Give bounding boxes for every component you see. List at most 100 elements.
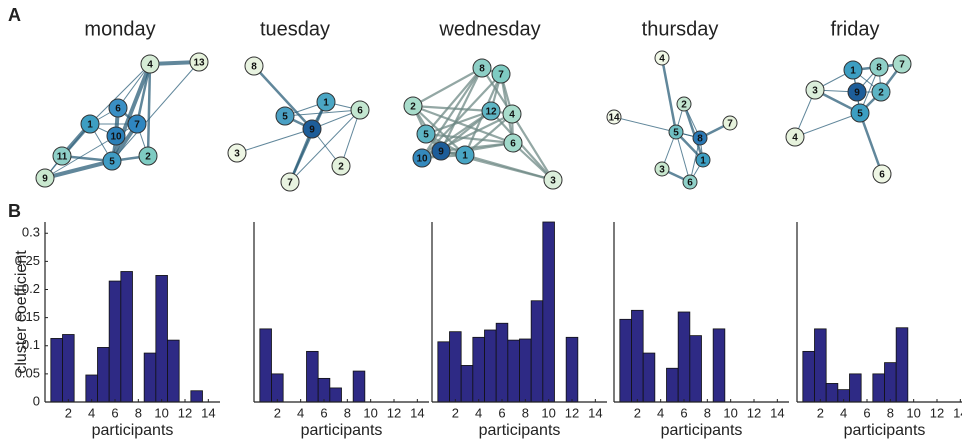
bar <box>631 309 644 403</box>
x-axis-label: participants <box>479 422 561 439</box>
node <box>692 130 708 146</box>
y-tick-label: 0.05 <box>15 365 40 380</box>
node-label: 5 <box>109 157 115 168</box>
bar <box>802 350 815 403</box>
bar <box>50 338 63 403</box>
bar <box>317 377 331 403</box>
node-label: 11 <box>57 152 68 163</box>
node <box>302 119 322 139</box>
node <box>108 98 128 118</box>
edge <box>146 63 152 157</box>
bar <box>507 339 520 403</box>
node-label: 6 <box>510 139 516 150</box>
node <box>668 124 684 140</box>
edge <box>425 109 492 136</box>
x-tick-label: 8 <box>135 405 142 420</box>
node-label: 8 <box>479 64 485 75</box>
x-axis-label: participants <box>844 422 926 439</box>
node-label: 3 <box>234 149 240 160</box>
y-tick-label: 0 <box>33 393 40 408</box>
edge <box>284 109 361 117</box>
bar <box>271 373 284 403</box>
x-tick-label: 4 <box>840 405 847 420</box>
edge <box>89 63 151 125</box>
node-label: 8 <box>251 62 257 73</box>
node-label: 2 <box>338 162 344 173</box>
bar <box>85 374 98 403</box>
node-label: 9 <box>438 147 444 158</box>
node <box>431 141 451 161</box>
node <box>412 148 432 168</box>
node <box>481 101 501 121</box>
node <box>316 92 336 112</box>
bar <box>677 311 691 403</box>
x-tick-label: 10 <box>154 405 168 420</box>
bar <box>666 367 679 403</box>
node <box>654 161 670 177</box>
node-label: 8 <box>876 63 882 74</box>
node <box>871 82 891 102</box>
x-tick-label: 2 <box>65 405 72 420</box>
node <box>275 106 295 126</box>
bar <box>689 335 702 403</box>
x-axis-label: participants <box>661 422 743 439</box>
edge <box>660 57 678 133</box>
bar <box>712 328 726 403</box>
bar <box>884 362 897 403</box>
edge <box>289 109 361 183</box>
node-label: 1 <box>87 120 93 131</box>
node-label: 7 <box>899 60 905 71</box>
node-label: 2 <box>878 88 884 99</box>
node-label: 13 <box>193 58 205 69</box>
y-tick-label: 0.15 <box>15 309 40 324</box>
bar <box>530 300 544 403</box>
node <box>847 82 867 102</box>
node-label: 3 <box>550 176 556 187</box>
node <box>127 114 147 134</box>
edge <box>412 104 492 113</box>
bar <box>97 347 110 403</box>
bar <box>329 387 342 403</box>
node <box>227 143 247 163</box>
node-label: 7 <box>287 178 293 189</box>
x-tick-label: 14 <box>770 405 784 420</box>
edge <box>421 67 483 159</box>
bar <box>825 383 839 403</box>
bar <box>849 373 862 403</box>
node <box>472 58 492 78</box>
node <box>455 145 475 165</box>
bar <box>190 390 203 403</box>
x-tick-label: 4 <box>88 405 95 420</box>
bar <box>895 327 909 403</box>
x-tick-label: 4 <box>657 405 664 420</box>
node <box>654 50 670 66</box>
x-tick-label: 12 <box>930 405 944 420</box>
node-label: 3 <box>812 86 818 97</box>
x-tick-label: 2 <box>452 405 459 420</box>
x-tick-label: 10 <box>363 405 377 420</box>
node-label: 1 <box>850 66 856 77</box>
node-label: 2 <box>681 100 687 111</box>
node-label: 6 <box>357 106 363 117</box>
node-label: 3 <box>659 165 665 176</box>
node-label: 6 <box>687 178 693 189</box>
bar <box>519 338 532 403</box>
x-tick-label: 14 <box>953 405 962 420</box>
node-label: 10 <box>416 154 428 165</box>
network-title: wednesday <box>438 18 540 40</box>
bar <box>167 339 180 403</box>
node <box>872 164 892 184</box>
node-label: 10 <box>110 132 122 143</box>
y-axis-label: cluster coefficient <box>13 250 30 374</box>
network-title: thursday <box>642 18 719 40</box>
node <box>350 100 370 120</box>
edge <box>111 61 200 162</box>
node <box>850 103 870 123</box>
x-tick-label: 10 <box>723 405 737 420</box>
x-tick-label: 2 <box>634 405 641 420</box>
x-tick-label: 8 <box>344 405 351 420</box>
x-axis-label: participants <box>301 422 383 439</box>
x-tick-label: 2 <box>817 405 824 420</box>
edge <box>440 141 514 153</box>
x-tick-label: 12 <box>565 405 579 420</box>
